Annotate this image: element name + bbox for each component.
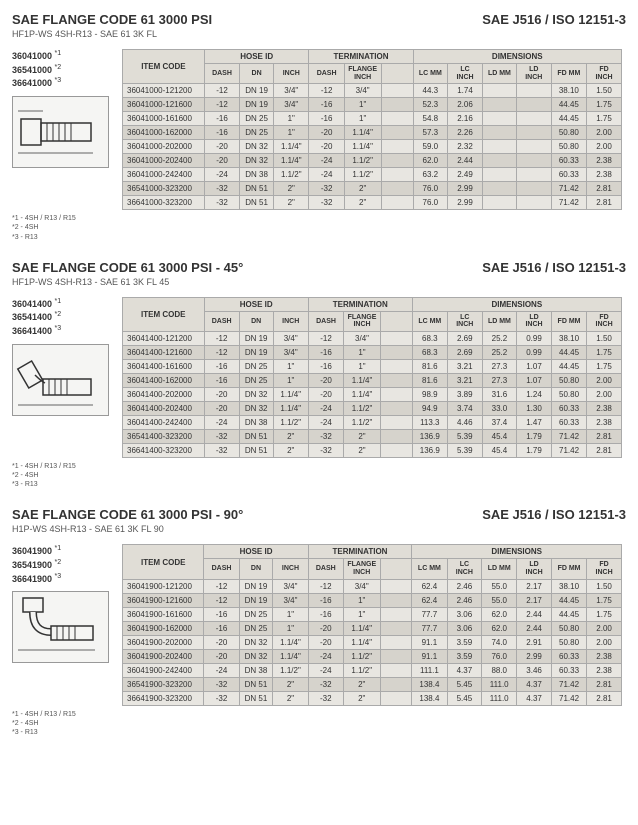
- table-row: 36041000-202000 -20DN 321.1/4" -201.1/4"…: [123, 140, 622, 154]
- col-term: TERMINATION: [309, 50, 413, 64]
- table-row: 36641400-323200 -32DN 512" -322" 136.95.…: [123, 444, 622, 458]
- section-title: SAE FLANGE CODE 61 3000 PSI - 90°: [12, 507, 243, 522]
- table-row: 36041400-161600 -16DN 251" -161" 81.63.2…: [123, 360, 622, 374]
- item-code: 36041000-121600: [123, 98, 205, 112]
- col-hose: HOSE ID: [204, 545, 308, 559]
- fitting-diagram: [12, 591, 109, 663]
- item-code: 36041000-242400: [123, 168, 205, 182]
- item-code: 36041900-202400: [123, 649, 204, 663]
- section-title: SAE FLANGE CODE 61 3000 PSI: [12, 12, 212, 27]
- item-code: 36541900-323200: [123, 677, 204, 691]
- table-row: 36041000-202400 -20DN 321.1/4" -241.1/2"…: [123, 154, 622, 168]
- table-row: 36041900-202000 -20DN 321.1/4" -201.1/4"…: [123, 635, 622, 649]
- part-code: 36641000 *3: [12, 76, 122, 90]
- item-code: 36041400-202000: [123, 388, 205, 402]
- item-code: 36041900-121200: [123, 579, 204, 593]
- item-code: 36041400-202400: [123, 402, 205, 416]
- item-code: 36041400-162000: [123, 374, 205, 388]
- item-code: 36041900-121600: [123, 593, 204, 607]
- table-row: 36041400-121200 -12DN 193/4" -123/4" 68.…: [123, 332, 622, 346]
- table-row: 36041400-242400 -24DN 381.1/2" -241.1/2"…: [123, 416, 622, 430]
- table-row: 36641000-323200 -32DN 512" -322" 76.02.9…: [123, 196, 622, 210]
- table-row: 36041900-121600 -12DN 193/4" -161" 62.42…: [123, 593, 622, 607]
- col-dims: DIMENSIONS: [412, 545, 622, 559]
- footnotes: *1 - 4SH / R13 / R15*2 - 4SH*3 - R13: [12, 214, 626, 241]
- standard-ref: SAE J516 / ISO 12151-3: [482, 507, 626, 522]
- col-hose: HOSE ID: [204, 50, 309, 64]
- item-code: 36041900-242400: [123, 663, 204, 677]
- item-code: 36041400-121200: [123, 332, 205, 346]
- product-section: SAE FLANGE CODE 61 3000 PSI - 45° HF1P-W…: [12, 260, 626, 490]
- table-row: 36041000-162000 -16DN 251" -201.1/4" 57.…: [123, 126, 622, 140]
- col-dims: DIMENSIONS: [412, 297, 621, 311]
- col-term: TERMINATION: [308, 545, 412, 559]
- part-codes: 36041000 *136541000 *236641000 *3: [12, 49, 122, 90]
- item-code: 36041400-242400: [123, 416, 205, 430]
- col-item: ITEM CODE: [123, 50, 205, 84]
- table-row: 36041900-161600 -16DN 251" -161" 77.73.0…: [123, 607, 622, 621]
- part-codes: 36041400 *136541400 *236641400 *3: [12, 297, 122, 338]
- item-code: 36041000-202400: [123, 154, 205, 168]
- col-item: ITEM CODE: [123, 545, 204, 579]
- item-code: 36041000-202000: [123, 140, 205, 154]
- table-row: 36041900-162000 -16DN 251" -201.1/4" 77.…: [123, 621, 622, 635]
- table-row: 36041000-121200 -12DN 193/4" -123/4" 44.…: [123, 84, 622, 98]
- spec-table: ITEM CODE HOSE ID TERMINATION DIMENSIONS…: [122, 297, 622, 458]
- spec-table: ITEM CODE HOSE ID TERMINATION DIMENSIONS…: [122, 544, 622, 705]
- item-code: 36041900-162000: [123, 621, 204, 635]
- item-code: 36641400-323200: [123, 444, 205, 458]
- part-code: 36641400 *3: [12, 324, 122, 338]
- item-code: 36041000-121200: [123, 84, 205, 98]
- spec-table: ITEM CODE HOSE ID TERMINATION DIMENSIONS…: [122, 49, 622, 210]
- part-code: 36541900 *2: [12, 558, 122, 572]
- table-row: 36041900-202400 -20DN 321.1/4" -241.1/2"…: [123, 649, 622, 663]
- table-row: 36641900-323200 -32DN 512" -322" 138.45.…: [123, 691, 622, 705]
- col-item: ITEM CODE: [123, 297, 205, 331]
- table-row: 36041900-242400 -24DN 381.1/2" -241.1/2"…: [123, 663, 622, 677]
- item-code: 36041900-161600: [123, 607, 204, 621]
- part-code: 36041900 *1: [12, 544, 122, 558]
- footnotes: *1 - 4SH / R13 / R15*2 - 4SH*3 - R13: [12, 710, 626, 737]
- section-title: SAE FLANGE CODE 61 3000 PSI - 45°: [12, 260, 243, 275]
- part-code: 36541400 *2: [12, 310, 122, 324]
- product-section: SAE FLANGE CODE 61 3000 PSI - 90° H1P-WS…: [12, 507, 626, 737]
- table-row: 36041000-161600 -16DN 251" -161" 54.82.1…: [123, 112, 622, 126]
- table-row: 36041400-202400 -20DN 321.1/4" -241.1/2"…: [123, 402, 622, 416]
- part-codes: 36041900 *136541900 *236641900 *3: [12, 544, 122, 585]
- table-row: 36041000-242400 -24DN 381.1/2" -241.1/2"…: [123, 168, 622, 182]
- col-hose: HOSE ID: [204, 297, 308, 311]
- fitting-diagram: [12, 344, 109, 416]
- footnotes: *1 - 4SH / R13 / R15*2 - 4SH*3 - R13: [12, 462, 626, 489]
- item-code: 36541400-323200: [123, 430, 205, 444]
- item-code: 36041000-161600: [123, 112, 205, 126]
- section-subtitle: HF1P-WS 4SH-R13 - SAE 61 3K FL 45: [12, 277, 243, 287]
- table-row: 36041400-162000 -16DN 251" -201.1/4" 81.…: [123, 374, 622, 388]
- section-subtitle: HF1P-WS 4SH-R13 - SAE 61 3K FL: [12, 29, 212, 39]
- item-code: 36541000-323200: [123, 182, 205, 196]
- fitting-diagram: [12, 96, 109, 168]
- standard-ref: SAE J516 / ISO 12151-3: [482, 12, 626, 27]
- product-section: SAE FLANGE CODE 61 3000 PSI HF1P-WS 4SH-…: [12, 12, 626, 242]
- item-code: 36041400-121600: [123, 346, 205, 360]
- item-code: 36041900-202000: [123, 635, 204, 649]
- item-code: 36641900-323200: [123, 691, 204, 705]
- col-term: TERMINATION: [308, 297, 412, 311]
- item-code: 36041400-161600: [123, 360, 205, 374]
- standard-ref: SAE J516 / ISO 12151-3: [482, 260, 626, 275]
- section-subtitle: H1P-WS 4SH-R13 - SAE 61 3K FL 90: [12, 524, 243, 534]
- table-row: 36041400-121600 -12DN 193/4" -161" 68.32…: [123, 346, 622, 360]
- table-row: 36041400-202000 -20DN 321.1/4" -201.1/4"…: [123, 388, 622, 402]
- part-code: 36541000 *2: [12, 63, 122, 77]
- table-row: 36541900-323200 -32DN 512" -322" 138.45.…: [123, 677, 622, 691]
- table-row: 36041000-121600 -12DN 193/4" -161" 52.32…: [123, 98, 622, 112]
- part-code: 36641900 *3: [12, 572, 122, 586]
- part-code: 36041400 *1: [12, 297, 122, 311]
- col-dims: DIMENSIONS: [413, 50, 621, 64]
- table-row: 36541400-323200 -32DN 512" -322" 136.95.…: [123, 430, 622, 444]
- table-row: 36541000-323200 -32DN 512" -322" 76.02.9…: [123, 182, 622, 196]
- item-code: 36041000-162000: [123, 126, 205, 140]
- item-code: 36641000-323200: [123, 196, 205, 210]
- part-code: 36041000 *1: [12, 49, 122, 63]
- table-row: 36041900-121200 -12DN 193/4" -123/4" 62.…: [123, 579, 622, 593]
